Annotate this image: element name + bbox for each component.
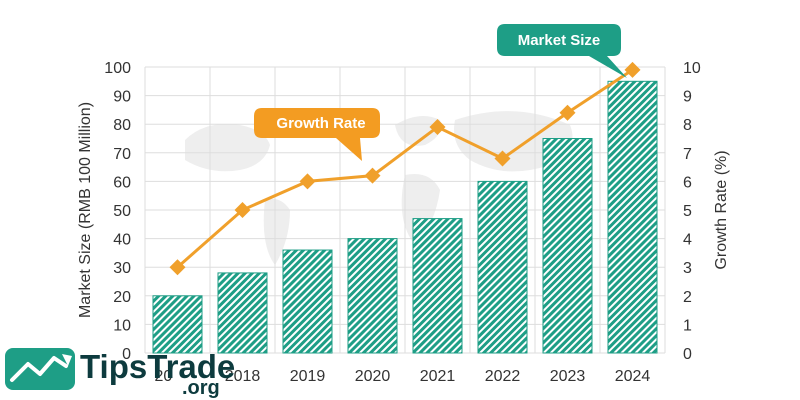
growth-rate-point-2017	[169, 259, 186, 276]
bar-2023	[542, 138, 593, 354]
brand-domain: .org	[182, 377, 220, 399]
x-tick-label: 2022	[485, 368, 521, 385]
left-axis-title: Market Size (RMB 100 Million)	[77, 102, 94, 318]
growth-rate-point-2024	[624, 61, 641, 78]
right-tick-label: 2	[683, 289, 692, 306]
growth-rate-callout-label: Growth Rate	[276, 115, 365, 132]
right-tick-label: 6	[683, 174, 692, 191]
right-axis-ticks: 0 1 2 3 4 5 6 7 8 9 10	[683, 60, 701, 363]
growth-rate-callout: Growth Rate	[254, 108, 380, 161]
left-tick-label: 0	[122, 346, 131, 363]
left-axis-ticks: 0 10 20 30 40 50 60 70 80 90 100	[104, 60, 131, 363]
bar-2024	[607, 80, 658, 354]
bar-2021	[412, 218, 463, 354]
world-map-background	[185, 111, 580, 265]
x-tick-label: 2020	[355, 368, 391, 385]
right-tick-label: 5	[683, 203, 692, 220]
bar-2017	[152, 295, 203, 354]
x-tick-label: 2019	[290, 368, 326, 385]
left-tick-label: 100	[104, 60, 131, 77]
x-tick-label: 2023	[550, 368, 586, 385]
bar-2018	[217, 272, 268, 354]
brand-name: TipsTrade	[80, 348, 235, 385]
right-axis-title: Growth Rate (%)	[713, 150, 730, 269]
right-tick-label: 9	[683, 89, 692, 106]
x-tick-label: 2021	[420, 368, 456, 385]
growth-rate-point-2018	[234, 202, 251, 218]
right-tick-label: 1	[683, 317, 692, 334]
tipstrade-watermark: TipsTrade .org	[5, 348, 235, 399]
left-tick-label: 80	[113, 117, 131, 134]
growth-rate-point-2022	[494, 150, 511, 167]
left-tick-label: 30	[113, 260, 131, 277]
growth-rate-point-2019	[299, 173, 316, 190]
right-tick-label: 7	[683, 146, 692, 163]
x-tick-label: 2018	[225, 368, 261, 385]
x-tick-label: 20	[155, 368, 173, 385]
market-size-callout-label: Market Size	[518, 32, 601, 49]
left-tick-label: 50	[113, 203, 131, 220]
market-size-callout: Market Size	[497, 24, 627, 78]
left-tick-label: 60	[113, 174, 131, 191]
right-tick-label: 0	[683, 346, 692, 363]
x-axis-ticks: 20 2018 2019 2020 2021 2022 2023 2024	[155, 368, 651, 385]
right-tick-label: 8	[683, 117, 692, 134]
bar-2019	[282, 249, 333, 354]
right-tick-label: 10	[683, 60, 701, 77]
left-tick-label: 10	[113, 317, 131, 334]
growth-rate-point-2023	[559, 104, 576, 121]
left-tick-label: 40	[113, 232, 131, 249]
left-tick-label: 20	[113, 289, 131, 306]
growth-rate-point-2021	[429, 119, 446, 136]
bar-2022	[477, 180, 528, 354]
right-tick-label: 4	[683, 232, 692, 249]
bar-series-market-size	[152, 80, 658, 354]
rising-trend-icon	[5, 348, 75, 390]
growth-rate-line	[176, 68, 634, 269]
left-tick-label: 90	[113, 89, 131, 106]
growth-rate-point-2020	[364, 167, 381, 184]
x-tick-label: 2024	[615, 368, 651, 385]
line-series-growth-rate	[169, 61, 641, 276]
right-tick-label: 3	[683, 260, 692, 277]
bar-2020	[347, 238, 398, 354]
left-tick-label: 70	[113, 146, 131, 163]
